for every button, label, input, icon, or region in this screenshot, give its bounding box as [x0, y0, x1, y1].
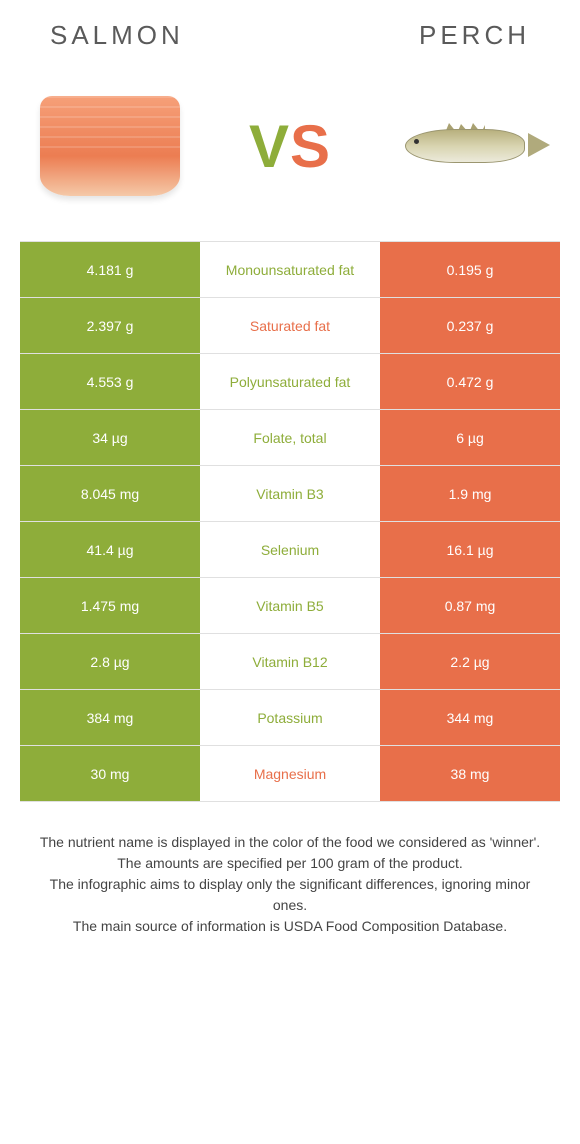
cell-salmon-value: 41.4 µg: [20, 522, 200, 577]
table-row: 384 mgPotassium344 mg: [20, 689, 560, 745]
cell-nutrient-label: Monounsaturated fat: [200, 242, 380, 297]
comparison-table: 4.181 gMonounsaturated fat0.195 g2.397 g…: [20, 241, 560, 802]
cell-salmon-value: 4.553 g: [20, 354, 200, 409]
table-row: 2.397 gSaturated fat0.237 g: [20, 297, 560, 353]
table-row: 30 mgMagnesium38 mg: [20, 745, 560, 801]
footnotes: The nutrient name is displayed in the co…: [20, 802, 560, 957]
cell-nutrient-label: Folate, total: [200, 410, 380, 465]
cell-perch-value: 0.87 mg: [380, 578, 560, 633]
header-row: SALMON PERCH: [20, 20, 560, 61]
cell-salmon-value: 1.475 mg: [20, 578, 200, 633]
footnote-line: The infographic aims to display only the…: [38, 874, 542, 916]
title-perch: PERCH: [419, 20, 530, 51]
cell-salmon-value: 8.045 mg: [20, 466, 200, 521]
cell-salmon-value: 30 mg: [20, 746, 200, 801]
perch-image: [390, 81, 550, 211]
salmon-icon: [40, 96, 180, 196]
cell-nutrient-label: Vitamin B5: [200, 578, 380, 633]
cell-perch-value: 0.237 g: [380, 298, 560, 353]
table-row: 2.8 µgVitamin B122.2 µg: [20, 633, 560, 689]
cell-salmon-value: 2.8 µg: [20, 634, 200, 689]
cell-salmon-value: 384 mg: [20, 690, 200, 745]
table-row: 4.553 gPolyunsaturated fat0.472 g: [20, 353, 560, 409]
perch-icon: [390, 121, 550, 171]
cell-perch-value: 16.1 µg: [380, 522, 560, 577]
cell-salmon-value: 4.181 g: [20, 242, 200, 297]
comparison-infographic: SALMON PERCH VS 4.181 gMonounsaturated f…: [0, 0, 580, 957]
cell-perch-value: 0.472 g: [380, 354, 560, 409]
salmon-image: [30, 81, 190, 211]
cell-perch-value: 2.2 µg: [380, 634, 560, 689]
vs-row: VS: [20, 61, 560, 241]
footnote-line: The nutrient name is displayed in the co…: [38, 832, 542, 853]
cell-nutrient-label: Saturated fat: [200, 298, 380, 353]
cell-nutrient-label: Polyunsaturated fat: [200, 354, 380, 409]
table-row: 4.181 gMonounsaturated fat0.195 g: [20, 241, 560, 297]
cell-salmon-value: 34 µg: [20, 410, 200, 465]
cell-perch-value: 6 µg: [380, 410, 560, 465]
table-row: 41.4 µgSelenium16.1 µg: [20, 521, 560, 577]
cell-perch-value: 38 mg: [380, 746, 560, 801]
cell-perch-value: 344 mg: [380, 690, 560, 745]
cell-nutrient-label: Selenium: [200, 522, 380, 577]
cell-nutrient-label: Vitamin B3: [200, 466, 380, 521]
cell-salmon-value: 2.397 g: [20, 298, 200, 353]
table-row: 1.475 mgVitamin B50.87 mg: [20, 577, 560, 633]
footnote-line: The main source of information is USDA F…: [38, 916, 542, 937]
cell-nutrient-label: Vitamin B12: [200, 634, 380, 689]
title-salmon: SALMON: [50, 20, 184, 51]
cell-perch-value: 0.195 g: [380, 242, 560, 297]
cell-nutrient-label: Potassium: [200, 690, 380, 745]
table-row: 8.045 mgVitamin B31.9 mg: [20, 465, 560, 521]
cell-perch-value: 1.9 mg: [380, 466, 560, 521]
table-row: 34 µgFolate, total6 µg: [20, 409, 560, 465]
footnote-line: The amounts are specified per 100 gram o…: [38, 853, 542, 874]
vs-v: V: [249, 113, 290, 180]
vs-label: VS: [249, 112, 331, 181]
cell-nutrient-label: Magnesium: [200, 746, 380, 801]
vs-s: S: [290, 113, 331, 180]
